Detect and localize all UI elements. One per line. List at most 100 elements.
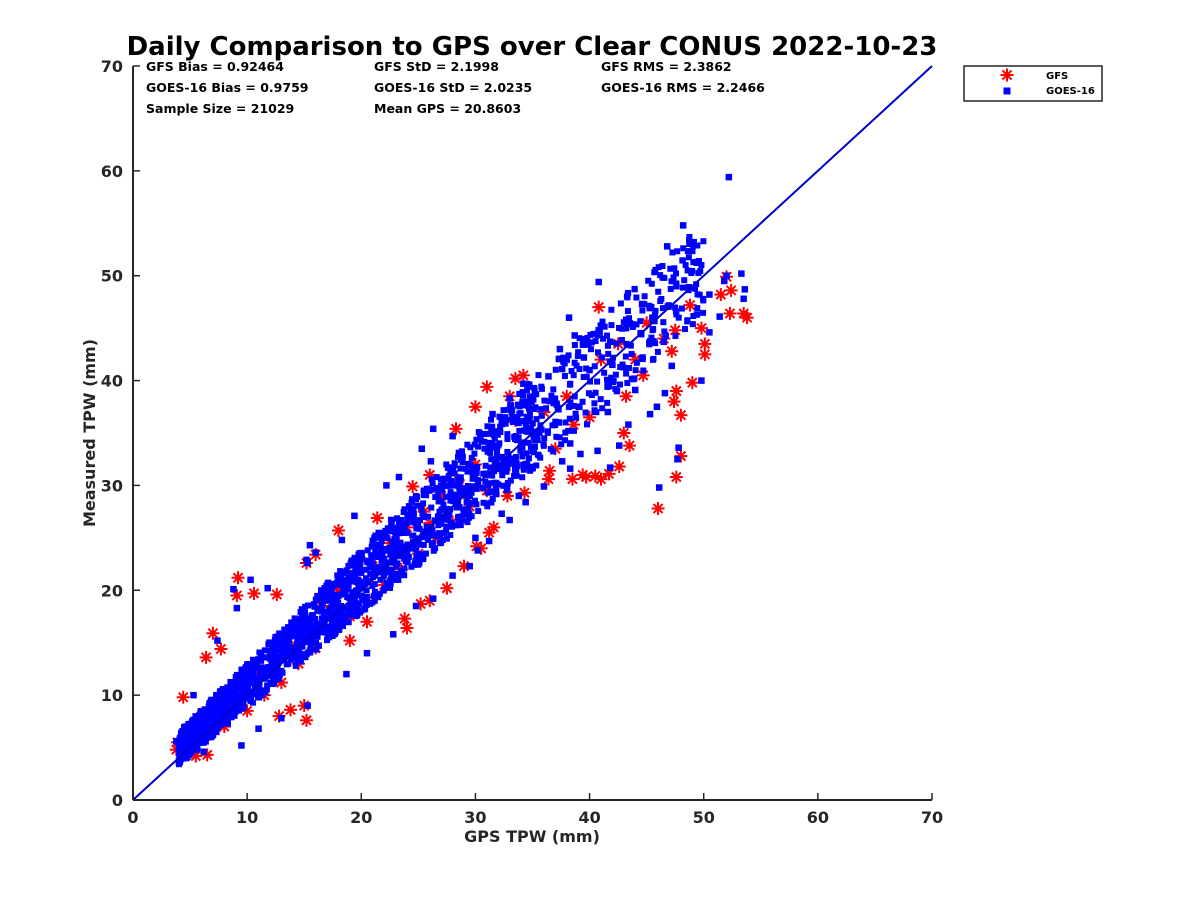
goes-point	[298, 635, 305, 642]
goes-point	[312, 615, 319, 622]
goes-point	[413, 525, 420, 532]
goes-point	[464, 441, 471, 448]
goes-point	[389, 631, 397, 638]
goes-point	[481, 438, 488, 445]
goes-point	[272, 673, 279, 680]
legend: GFS GOES-16	[963, 65, 1103, 102]
goes-point	[436, 487, 443, 494]
goes-point	[448, 519, 455, 526]
goes-point	[401, 506, 408, 513]
goes-point	[270, 681, 277, 688]
goes-point	[190, 691, 197, 699]
goes-point	[437, 482, 444, 489]
goes-point	[679, 222, 687, 229]
goes-point	[198, 718, 205, 725]
goes-point	[570, 427, 577, 434]
goes-point	[550, 386, 557, 393]
gfs-point	[230, 589, 244, 603]
goes-point	[412, 602, 420, 610]
goes-point	[215, 702, 222, 709]
goes-point	[287, 653, 294, 660]
goes-point	[258, 654, 265, 661]
goes-point	[507, 477, 514, 484]
goes-point	[295, 632, 302, 639]
goes-point	[538, 412, 545, 419]
goes-point	[456, 504, 463, 511]
gfs-point	[360, 615, 374, 629]
goes-point	[520, 464, 527, 471]
goes-point	[409, 545, 416, 552]
goes-point	[576, 403, 583, 411]
goes-point	[472, 473, 479, 480]
goes-point	[595, 326, 602, 334]
goes-point	[328, 590, 335, 597]
goes-point	[487, 464, 494, 471]
goes-point	[193, 723, 200, 730]
goes-point	[182, 730, 189, 737]
goes-point	[492, 482, 499, 489]
goes-point	[575, 349, 582, 356]
goes-point	[207, 714, 214, 721]
goes-point	[228, 712, 235, 719]
goes-point	[579, 398, 586, 405]
goes-point	[222, 700, 229, 707]
goes-point	[566, 415, 573, 422]
goes-point	[605, 350, 612, 357]
goes-point	[348, 557, 355, 564]
goes-point	[696, 291, 703, 298]
goes-point	[450, 491, 457, 498]
goes-point	[212, 711, 219, 718]
goes-point	[672, 308, 679, 315]
goes-point	[622, 353, 629, 360]
goes-point	[530, 433, 537, 440]
goes-point	[443, 523, 450, 530]
goes-point	[610, 378, 617, 385]
goes-point	[463, 485, 470, 492]
goes-point	[277, 642, 284, 649]
goes-point	[249, 670, 257, 678]
goes-point	[467, 444, 474, 451]
goes-point	[229, 699, 236, 706]
goes-point	[258, 657, 265, 664]
axes: 0 10 20 30 40 50 60 70 0 10 20 30 40 50 60 70	[101, 57, 943, 827]
goes-point	[278, 636, 285, 643]
goes-point	[619, 325, 626, 332]
goes-point	[566, 465, 574, 472]
goes-point	[740, 295, 747, 303]
goes-point	[669, 249, 676, 256]
goes-point	[493, 491, 500, 498]
goes-point	[434, 533, 441, 540]
goes-point	[352, 603, 359, 610]
gfs-point	[617, 426, 631, 440]
goes-point	[532, 437, 539, 444]
goes-point	[590, 330, 597, 337]
goes-point	[444, 476, 451, 483]
goes-point	[367, 571, 374, 578]
goes-point	[499, 472, 506, 479]
goes-point	[467, 499, 474, 506]
goes-point	[690, 312, 697, 319]
goes-point	[312, 549, 319, 556]
goes-point	[494, 431, 501, 438]
goes-point	[700, 238, 707, 245]
goes-point	[448, 477, 455, 485]
goes-point	[408, 499, 415, 506]
goes-point	[355, 592, 362, 599]
goes-point	[385, 559, 392, 566]
goes-point	[356, 550, 363, 557]
goes-point	[697, 268, 704, 275]
goes-point	[500, 407, 507, 414]
goes-point	[278, 714, 285, 722]
goes-point	[512, 454, 519, 461]
goes-point	[597, 396, 604, 403]
goes-point	[204, 734, 211, 741]
goes-point	[274, 668, 281, 675]
x-tick-label: 0	[127, 808, 138, 827]
goes-point	[659, 263, 666, 270]
goes-point	[245, 683, 252, 690]
goes-point	[521, 427, 528, 434]
goes-point	[507, 402, 514, 409]
goes-point	[516, 390, 523, 397]
goes-point	[488, 456, 495, 463]
goes-point	[214, 637, 221, 644]
